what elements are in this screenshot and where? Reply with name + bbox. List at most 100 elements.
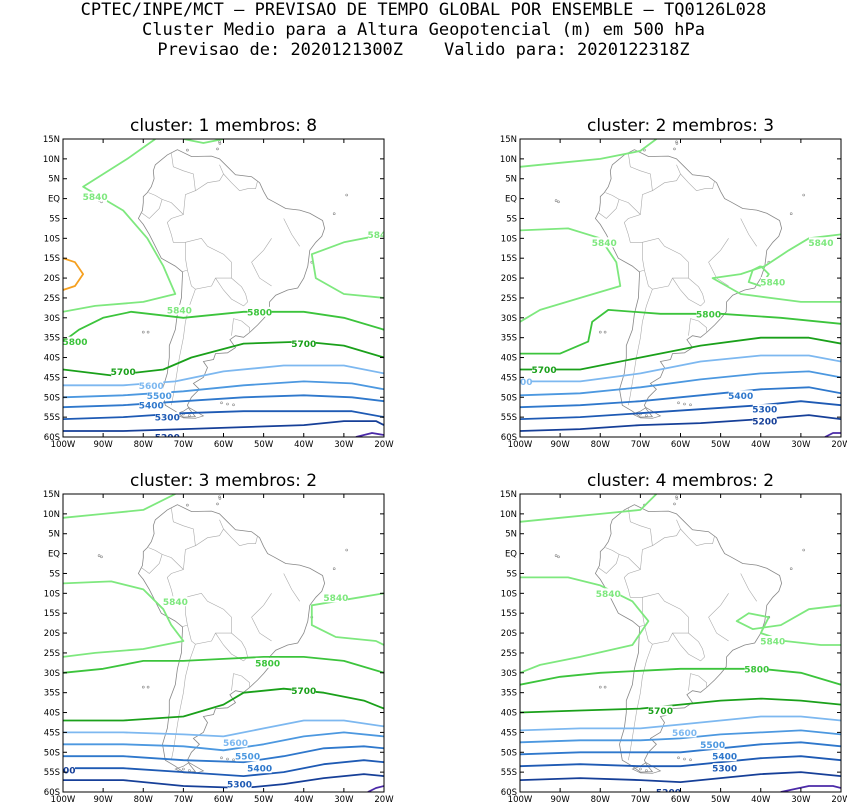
- contour-line: [520, 414, 841, 432]
- country-border: [688, 318, 707, 336]
- contour-label-bg: [63, 336, 88, 347]
- contour-line: [520, 336, 841, 371]
- contour-line: [63, 364, 384, 387]
- country-border: [223, 173, 258, 192]
- country-border: [642, 237, 689, 290]
- contour-line: [520, 755, 841, 768]
- contour-label-bg: [696, 308, 721, 319]
- island: [554, 199, 558, 202]
- contour-line: [183, 139, 224, 144]
- lat-label: EQ: [48, 195, 60, 205]
- contour-line: [63, 745, 384, 764]
- lon-label: 30W: [791, 795, 811, 803]
- contour-line: [63, 380, 384, 399]
- country-border: [141, 192, 163, 219]
- lat-label: 20S: [501, 629, 517, 639]
- country-border: [619, 199, 641, 215]
- contour-line: [747, 265, 770, 287]
- contour-label-bg: [247, 306, 272, 317]
- lat-label: 40S: [501, 709, 517, 719]
- island: [557, 555, 560, 559]
- country-border: [688, 673, 707, 691]
- lon-label: 70W: [174, 795, 194, 803]
- island: [226, 757, 229, 761]
- contour-line: [310, 592, 384, 646]
- country-border: [619, 554, 641, 570]
- island: [645, 414, 648, 417]
- island: [675, 495, 678, 499]
- contour-label-bg: [648, 705, 673, 716]
- island: [674, 491, 676, 493]
- lon-label: 20W: [374, 440, 394, 450]
- lat-label: 10N: [43, 155, 60, 165]
- island: [683, 402, 686, 406]
- lat-label: 15S: [501, 609, 517, 619]
- lon-label: 100W: [51, 440, 76, 450]
- lat-label: 25S: [501, 294, 517, 304]
- contour-line: [520, 741, 841, 756]
- lon-label: 90W: [94, 795, 114, 803]
- lon-label: 50W: [711, 795, 731, 803]
- contour-label: 5840: [167, 306, 192, 316]
- contour-line: [355, 432, 384, 437]
- lat-label: 45S: [44, 373, 60, 383]
- lon-label: 40W: [294, 795, 314, 803]
- contour-label: 5600: [507, 378, 532, 388]
- map-panel-4: cluster: 4 membros: 2 5840 5840 5800 5700 560…: [500, 471, 847, 803]
- island: [142, 330, 145, 334]
- lat-label: 30S: [44, 669, 60, 679]
- island: [789, 212, 793, 215]
- island: [677, 401, 680, 405]
- island: [220, 401, 223, 405]
- contour-label: 5700: [291, 340, 316, 350]
- map-frame: [62, 138, 385, 438]
- island: [146, 330, 150, 334]
- island: [226, 402, 229, 406]
- country-border: [283, 218, 300, 247]
- tierra-del-fuego: [174, 407, 205, 419]
- contour-label-bg: [728, 390, 753, 401]
- lat-label: 20S: [44, 629, 60, 639]
- island: [643, 148, 646, 152]
- lon-label: 40W: [751, 440, 771, 450]
- contour-line: [63, 394, 384, 409]
- lon-label: 80W: [134, 440, 154, 450]
- island: [218, 495, 221, 499]
- country-border: [708, 238, 729, 287]
- country-border: [195, 519, 224, 546]
- lon-label: 60W: [214, 795, 234, 803]
- island: [217, 136, 219, 138]
- contour-label-bg: [63, 765, 75, 776]
- contour-label-bg: [139, 400, 164, 411]
- contour-line: [520, 354, 841, 383]
- country-border: [680, 173, 715, 192]
- contour-label: 5400: [247, 765, 272, 775]
- contour-label: 5840: [760, 279, 785, 289]
- lat-label: EQ: [505, 195, 517, 205]
- header-line-2: Cluster Medio para a Altura Geopotencial…: [142, 20, 705, 40]
- country-border: [141, 547, 163, 574]
- lat-label: 55S: [501, 413, 517, 423]
- island: [673, 147, 676, 151]
- country-border: [628, 289, 653, 406]
- contour-line: [63, 773, 384, 789]
- contour-label: 5700: [291, 687, 316, 697]
- panel-title: cluster: 4 membros: 2: [587, 471, 774, 491]
- island: [182, 767, 185, 771]
- lon-label: 70W: [174, 440, 194, 450]
- contour-label-bg: [323, 592, 348, 603]
- island: [689, 758, 692, 762]
- lat-label: 40S: [44, 354, 60, 364]
- contour-label-bg: [255, 657, 280, 668]
- lat-label: 60S: [44, 788, 60, 798]
- lat-label: 40S: [44, 709, 60, 719]
- contour-line: [735, 604, 841, 646]
- lon-label: 30W: [334, 440, 354, 450]
- island: [345, 193, 349, 197]
- contour-line: [520, 771, 841, 783]
- contour-label-bg: [712, 763, 737, 774]
- contour-line: [711, 233, 841, 303]
- lon-label: 50W: [254, 795, 274, 803]
- island: [598, 685, 602, 689]
